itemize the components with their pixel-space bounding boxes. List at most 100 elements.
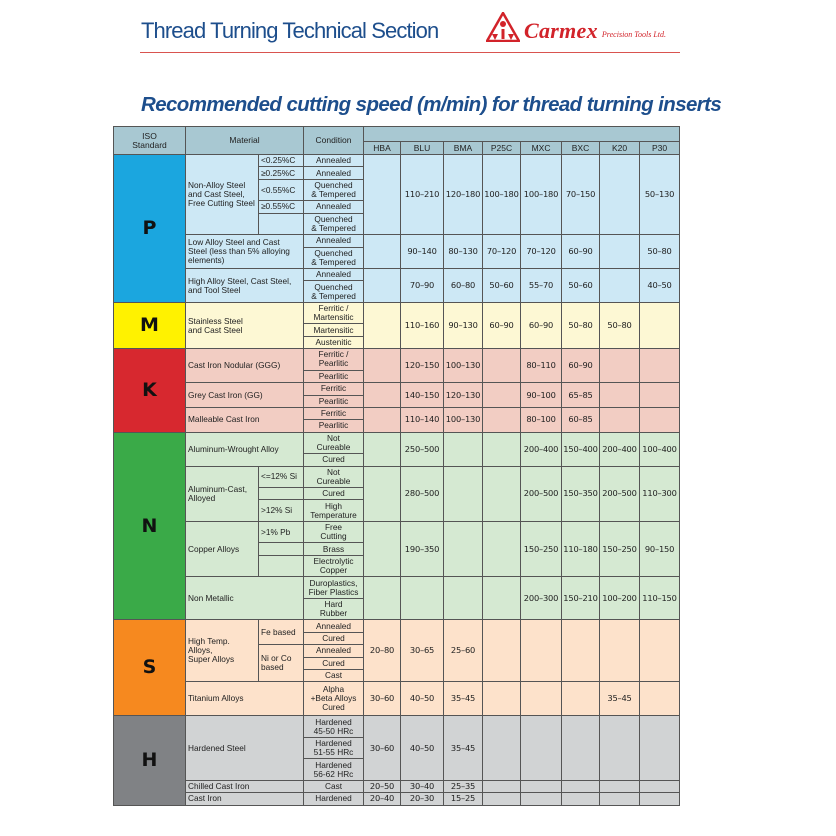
speed-mxc [520,779,563,794]
speed-blu: 110–210 [400,153,445,236]
speed-p30: 50–80 [639,234,681,270]
table-row: M Stainless Steel and Cast Steel Ferritic … [113,301,681,350]
speed-blu: 30–65 [400,619,445,683]
speed-blu: 280–500 [400,465,445,522]
speed-hba [363,301,402,350]
table-row: H Hardened Steel Hardened 45-50 HRc 30–60 40… [113,715,681,806]
brand-name: Carmex [524,18,598,43]
speed-p30: 40–50 [639,268,681,303]
speed-p25c [482,348,522,384]
condition: Annealed [303,234,365,248]
speed-p30 [639,779,681,794]
speed-p25c [482,520,522,578]
table-row: High Alloy Steel, Cast Steel, and Tool S… [113,268,681,303]
condition: Duroplastics, Fiber Plastics [303,576,365,599]
table-row: Titanium Alloys Alpha +Beta Alloys Cured 3… [113,681,681,717]
speed-p25c [482,715,522,781]
material-subtype: <0.25%C [257,153,305,168]
iso-group-k: K [113,348,186,433]
speed-blu: 40–50 [400,715,445,781]
condition: Ferritic [303,382,365,396]
speed-blu: 190–350 [400,520,445,578]
table-row: Aluminum-Cast, Alloyed <=12% Si Not Cureab… [113,465,681,522]
material-name: Titanium Alloys [184,681,305,717]
speed-k20: 200–400 [599,431,641,467]
speed-p25c [482,382,522,408]
speed-mxc: 150–250 [520,520,563,578]
speed-bma: 35–45 [443,681,484,717]
condition: Hardened 56-62 HRc [303,758,365,781]
speed-hba: 30–60 [363,715,402,781]
header-grade-p25c: P25C [482,141,522,155]
header-grade-bma: BMA [443,141,484,155]
speed-k20: 200–500 [599,465,641,522]
speed-hba [363,348,402,384]
speed-bxc [561,619,601,683]
material-subtype: ≥0.25%C [257,166,305,180]
material-name: Aluminum-Wrought Alloy [184,431,305,467]
speed-p30 [639,715,681,781]
page-heading: Recommended cutting speed (m/min) for th… [141,93,722,116]
condition: Ferritic / Martensitic [303,301,365,325]
speed-bxc: 65–85 [561,382,601,408]
material-subtype [257,542,305,556]
material-name: Cast Iron [184,792,305,806]
speed-hba [363,406,402,433]
speed-blu: 110–160 [400,301,445,350]
speed-hba [363,431,402,467]
speed-mxc: 200–300 [520,576,563,621]
speed-blu [400,576,445,621]
table-row: Chilled Cast Iron Cast 20–50 30–40 25–35 [113,779,681,794]
speed-p30 [639,382,681,408]
table-row: Cast Iron Hardened 20–40 20–30 15–25 [113,792,681,806]
speed-k20 [599,406,641,433]
material-subtype: ≥0.55%C [257,200,305,214]
speed-mxc: 55–70 [520,268,563,303]
material-name: Chilled Cast Iron [184,779,305,794]
condition: Pearlitic [303,369,365,384]
material-name: Stainless Steel and Cast Steel [184,301,305,350]
speed-bxc: 60–85 [561,406,601,433]
condition: Alpha +Beta Alloys Cured [303,681,365,717]
condition: Annealed [303,644,365,658]
speed-k20 [599,792,641,806]
section-title: Thread Turning Technical Section [141,18,439,43]
speed-p30: 100–400 [639,431,681,467]
speed-bma: 60–80 [443,268,484,303]
header-condition: Condition [303,126,365,155]
condition: Martensitic [303,323,365,337]
speed-bxc [561,681,601,717]
speed-mxc: 80–110 [520,348,563,384]
speed-mxc [520,792,563,806]
speed-mxc: 70–120 [520,234,563,270]
speed-p30 [639,792,681,806]
table-row: P Non-Alloy Steel and Cast Steel, Free Cu… [113,153,681,303]
speed-p25c [482,779,522,794]
speed-blu: 70–90 [400,268,445,303]
condition: Free Cutting [303,520,365,544]
header-grades-band [363,126,681,142]
speed-blu: 110–140 [400,406,445,433]
speed-bxc [561,715,601,781]
condition: Hardened [303,792,365,806]
iso-group-h: H [113,715,186,806]
condition: Quenched & Tempered [303,246,365,270]
condition: Annealed [303,619,365,633]
speed-bxc: 60–90 [561,348,601,384]
table-row: N Aluminum-Wrought Alloy Not Cureable 250–5… [113,431,681,621]
speed-bxc: 110–180 [561,520,601,578]
table-row: Malleable Cast Iron Ferritic 110–140 100–13… [113,406,681,433]
speed-p25c: 50–60 [482,268,522,303]
table-row: S High Temp. Alloys, Super Alloys Fe based… [113,619,681,717]
condition: Cured [303,453,365,467]
table-row: K Cast Iron Nodular (GGG) Ferritic / Pearl… [113,348,681,433]
material-subtype: Ni or Co based [257,644,305,683]
speed-hba [363,234,402,270]
iso-group-s: S [113,619,186,717]
speed-bma: 15–25 [443,792,484,806]
speed-p30 [639,681,681,717]
speed-k20: 50–80 [599,301,641,350]
speed-k20: 35–45 [599,681,641,717]
speed-blu: 40–50 [400,681,445,717]
speed-mxc: 80–100 [520,406,563,433]
